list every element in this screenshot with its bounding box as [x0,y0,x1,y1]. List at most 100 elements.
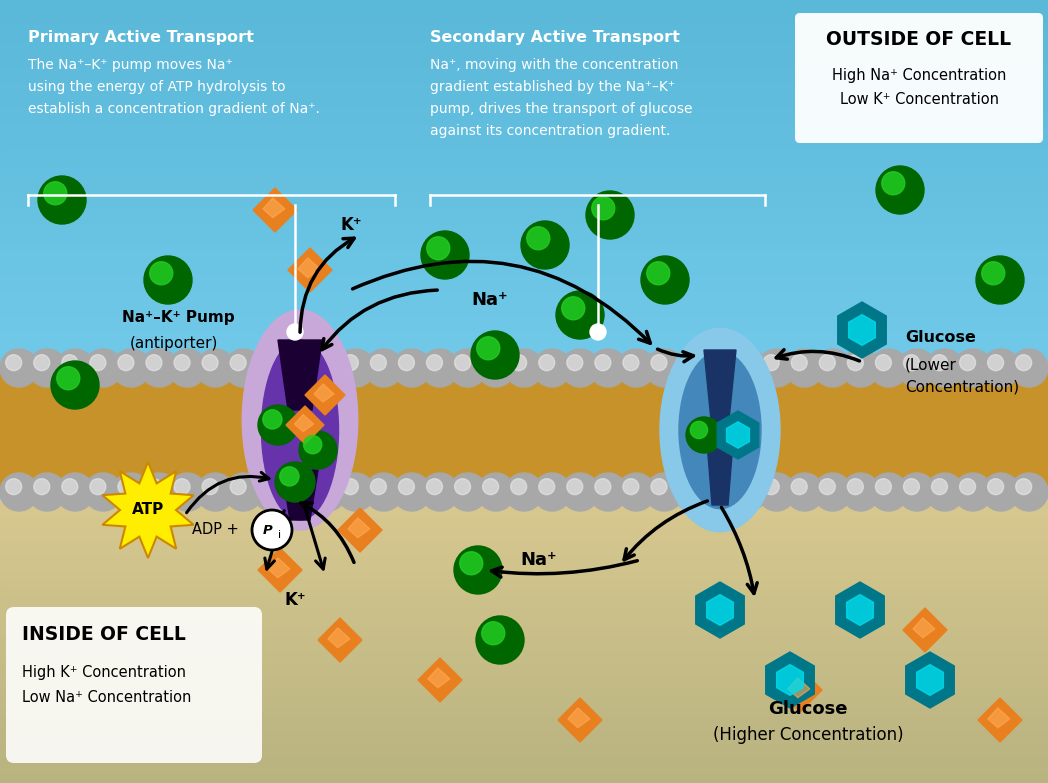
Circle shape [505,349,543,387]
Bar [0,483,1048,492]
Polygon shape [777,665,804,695]
Bar [0,125,1048,133]
Polygon shape [298,258,320,278]
Bar [0,167,1048,175]
Bar [0,698,1048,703]
Circle shape [1016,355,1031,370]
Bar [0,510,1048,514]
Circle shape [455,355,471,370]
Bar [0,755,1048,760]
Circle shape [90,355,106,370]
Circle shape [336,349,375,387]
Bar [0,242,1048,250]
Bar [0,0,1048,9]
Circle shape [925,349,964,387]
Bar [0,250,1048,258]
Circle shape [174,355,190,370]
Circle shape [477,349,515,387]
Bar [0,774,1048,778]
Circle shape [539,478,554,495]
Circle shape [791,355,807,370]
Bar [0,258,1048,267]
Circle shape [875,478,892,495]
Circle shape [561,473,599,511]
Bar [0,325,1048,334]
Circle shape [231,478,246,495]
Polygon shape [978,698,1022,742]
Polygon shape [294,414,313,431]
Text: High Na⁺ Concentration: High Na⁺ Concentration [832,68,1006,83]
Bar [0,571,1048,576]
Circle shape [567,478,583,495]
Polygon shape [253,188,297,232]
Bar [0,316,1048,325]
Circle shape [561,349,599,387]
Bar [0,731,1048,736]
Bar [0,750,1048,755]
Circle shape [34,478,49,495]
Text: ADP +: ADP + [192,522,243,537]
Bar [0,133,1048,142]
Polygon shape [282,470,318,520]
Bar [0,524,1048,529]
Polygon shape [348,518,370,538]
Polygon shape [849,315,875,345]
Circle shape [34,355,49,370]
Circle shape [875,355,892,370]
Circle shape [679,355,695,370]
Bar [0,67,1048,75]
Bar [0,92,1048,100]
Bar [0,350,1048,359]
Circle shape [258,405,298,445]
Circle shape [427,355,442,370]
Circle shape [460,552,483,575]
Circle shape [595,478,611,495]
Bar [0,627,1048,632]
Circle shape [449,473,487,511]
Bar [0,594,1048,599]
Circle shape [527,227,550,250]
Circle shape [146,355,162,370]
Ellipse shape [262,340,339,520]
Circle shape [5,478,22,495]
Bar [0,741,1048,745]
Bar [0,566,1048,571]
Circle shape [258,355,275,370]
Circle shape [960,355,976,370]
Bar [0,689,1048,694]
Bar [0,590,1048,594]
Bar [0,192,1048,200]
Bar [0,467,1048,475]
Bar [0,769,1048,774]
Bar [0,58,1048,67]
Text: Glucose: Glucose [768,700,848,718]
Circle shape [28,349,66,387]
Text: The Na⁺–K⁺ pump moves Na⁺: The Na⁺–K⁺ pump moves Na⁺ [28,58,233,72]
Circle shape [196,349,235,387]
Circle shape [842,473,879,511]
Text: OUTSIDE OF CELL: OUTSIDE OF CELL [827,30,1011,49]
Circle shape [421,473,459,511]
Bar [0,225,1048,233]
Bar [0,708,1048,713]
Bar [0,458,1048,467]
Bar [0,608,1048,613]
Bar [0,529,1048,533]
Text: K⁺: K⁺ [284,591,306,609]
Bar [0,366,1048,375]
FancyBboxPatch shape [6,607,262,763]
Circle shape [140,349,178,387]
Bar [0,375,1048,384]
Text: Na⁺, moving with the concentration: Na⁺, moving with the concentration [430,58,678,72]
Circle shape [1010,473,1048,511]
Text: using the energy of ATP hydrolysis to: using the energy of ATP hydrolysis to [28,80,286,94]
Bar [0,283,1048,291]
Circle shape [38,176,86,224]
Circle shape [848,355,864,370]
Circle shape [0,349,38,387]
Bar [0,275,1048,283]
Circle shape [280,467,299,486]
Circle shape [623,478,639,495]
Bar [0,622,1048,627]
Circle shape [786,473,824,511]
